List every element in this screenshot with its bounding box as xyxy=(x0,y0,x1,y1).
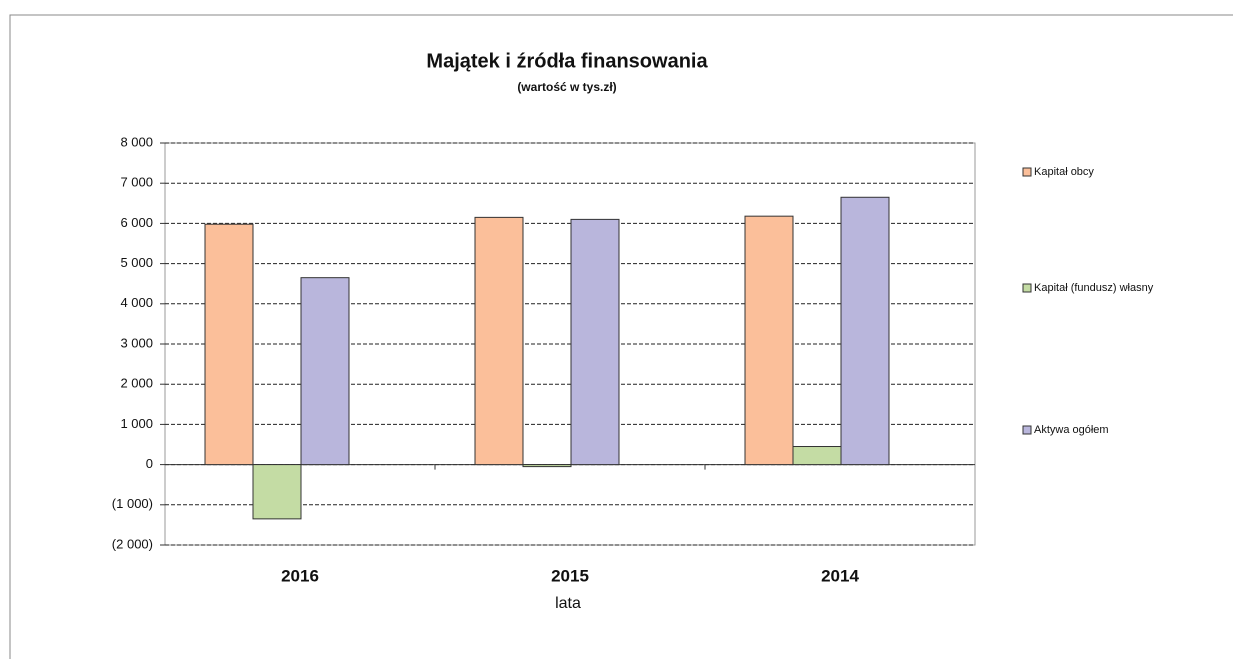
legend-label: Aktywa ogółem xyxy=(1034,424,1109,436)
bar xyxy=(204,223,254,466)
legend-swatch xyxy=(1022,425,1032,435)
legend-label: Kapitał obcy xyxy=(1034,166,1094,178)
y-tick-label: 1 000 xyxy=(120,416,153,431)
y-tick-label: 6 000 xyxy=(120,215,153,230)
bar xyxy=(570,218,620,466)
y-tick-label: 8 000 xyxy=(120,134,153,149)
y-tick-label: 3 000 xyxy=(120,335,153,350)
bar xyxy=(522,464,572,468)
bar xyxy=(252,464,302,520)
y-tick-label: (2 000) xyxy=(112,536,153,551)
x-tick-label: 2016 xyxy=(281,566,319,585)
y-tick-label: 5 000 xyxy=(120,255,153,270)
chart-subtitle: (wartość w tys.zł) xyxy=(517,80,616,94)
y-tick-label: 2 000 xyxy=(120,376,153,391)
y-tick-label: 0 xyxy=(146,456,153,471)
x-tick-label: 2014 xyxy=(821,566,859,585)
bar xyxy=(792,446,842,466)
frame xyxy=(9,14,1233,659)
y-tick-label: 7 000 xyxy=(120,175,153,190)
bar xyxy=(300,277,350,466)
chart-title: Majątek i źródła finansowania xyxy=(426,50,708,72)
bar xyxy=(744,215,794,466)
legend-label: Kapitał (fundusz) własny xyxy=(1034,282,1154,294)
bar xyxy=(474,216,524,466)
x-axis-label: lata xyxy=(555,595,581,612)
bar xyxy=(840,196,890,466)
legend-swatch xyxy=(1022,283,1032,293)
x-tick-label: 2015 xyxy=(551,566,589,585)
y-tick-label: (1 000) xyxy=(112,496,153,511)
y-tick-label: 4 000 xyxy=(120,295,153,310)
legend-swatch xyxy=(1022,167,1032,177)
